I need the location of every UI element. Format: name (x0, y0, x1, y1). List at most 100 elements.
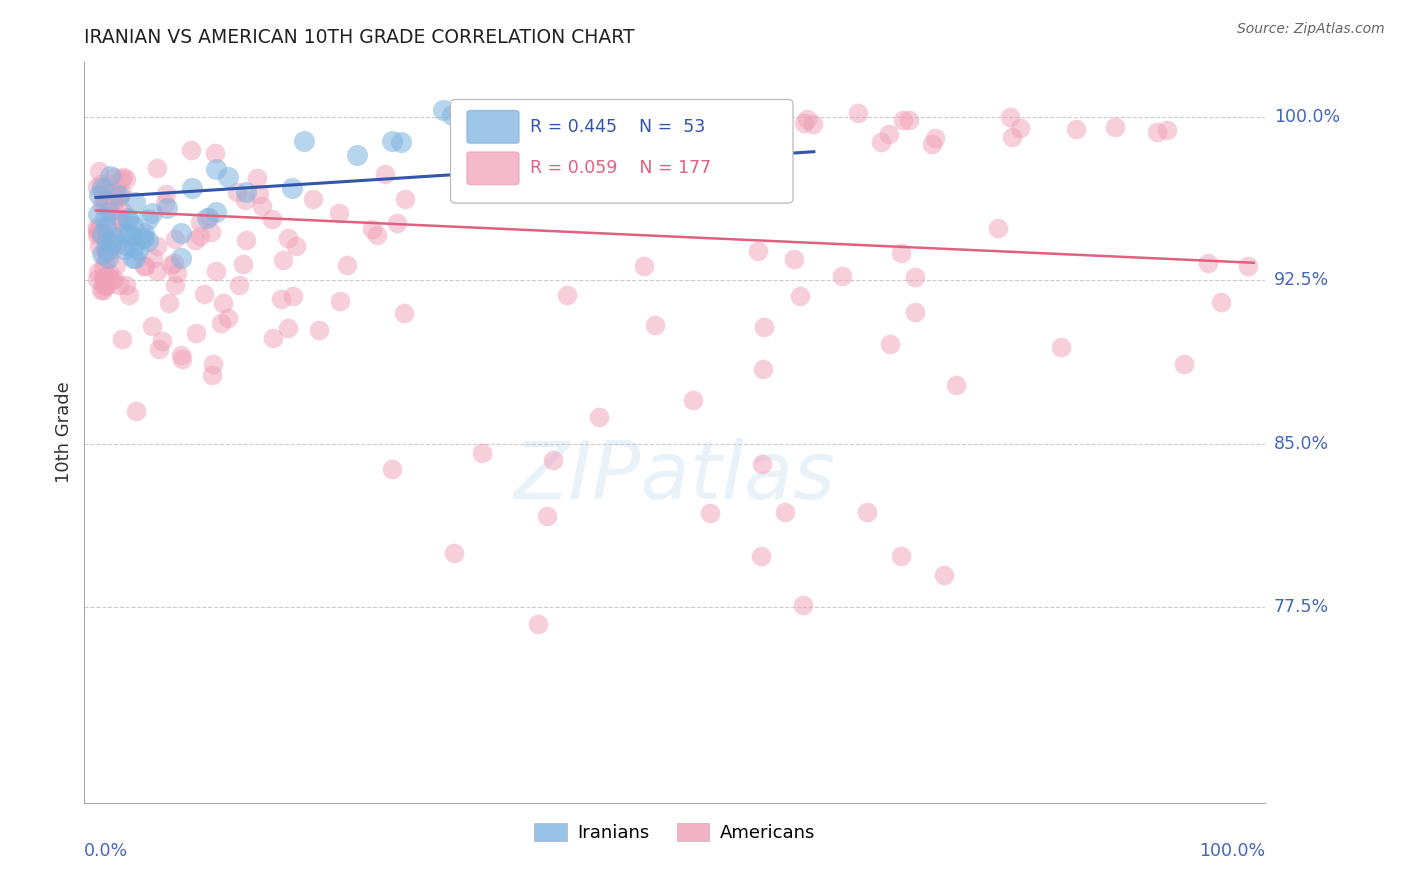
Point (127, 243, 149, 257)
Point (101, 184, 124, 198)
Point (699, 506, 721, 520)
Point (146, 264, 169, 278)
Point (170, 348, 193, 362)
Point (93, 271, 115, 285)
Point (441, 107, 464, 121)
Point (633, 259, 655, 273)
Point (188, 215, 211, 229)
Point (1050, 340, 1073, 354)
Point (890, 549, 912, 563)
Point (205, 205, 228, 219)
Point (682, 393, 704, 408)
Point (148, 342, 170, 356)
Point (103, 193, 125, 207)
Point (1198, 256, 1220, 270)
Point (209, 316, 232, 330)
Point (97, 236, 120, 251)
Point (166, 266, 188, 280)
Text: 77.5%: 77.5% (1274, 598, 1329, 615)
Point (96, 244, 118, 258)
Point (136, 211, 159, 226)
Point (1104, 120, 1126, 135)
Point (97, 204, 120, 219)
Point (98, 177, 121, 191)
Point (93, 273, 115, 287)
Text: 85.0%: 85.0% (1274, 434, 1329, 452)
Point (904, 270, 927, 285)
Point (831, 269, 853, 284)
Point (204, 264, 226, 278)
Point (302, 192, 325, 206)
Point (225, 185, 247, 199)
Point (100, 236, 122, 251)
Point (443, 546, 465, 560)
Point (165, 278, 187, 293)
Point (103, 272, 125, 286)
Point (877, 128, 900, 142)
Point (87, 188, 110, 202)
Point (163, 232, 186, 246)
Point (94, 255, 117, 269)
Point (235, 185, 257, 199)
Point (277, 321, 299, 335)
Point (555, 287, 578, 301)
Point (181, 181, 204, 195)
Point (103, 169, 125, 184)
Point (217, 169, 239, 184)
Point (146, 238, 169, 252)
Point (308, 323, 330, 337)
Point (98, 204, 121, 219)
Point (93, 195, 115, 210)
Point (389, 135, 412, 149)
Point (381, 134, 404, 148)
Point (91, 277, 114, 292)
Point (93, 211, 115, 225)
Point (87, 226, 110, 240)
Point (796, 112, 818, 126)
Point (111, 332, 134, 346)
Point (91, 198, 114, 212)
Point (153, 195, 176, 210)
Text: R = 0.445    N =  53: R = 0.445 N = 53 (530, 118, 704, 136)
Point (793, 116, 815, 130)
Point (96, 252, 118, 266)
Point (329, 294, 352, 309)
Text: IRANIAN VS AMERICAN 10TH GRADE CORRELATION CHART: IRANIAN VS AMERICAN 10TH GRADE CORRELATI… (84, 28, 636, 47)
Point (186, 326, 208, 341)
Point (250, 199, 273, 213)
Point (904, 305, 927, 319)
Point (86, 223, 108, 237)
Point (898, 113, 921, 128)
Point (122, 252, 145, 266)
Point (751, 362, 773, 376)
Point (775, 505, 797, 519)
Point (471, 446, 494, 460)
Point (134, 226, 156, 240)
Y-axis label: 10th Grade: 10th Grade (55, 382, 73, 483)
Point (91, 184, 114, 198)
Point (156, 201, 179, 215)
Point (394, 192, 416, 206)
Point (117, 211, 139, 226)
Point (107, 188, 129, 202)
Point (271, 253, 294, 268)
Point (392, 306, 415, 320)
Text: R = 0.059    N = 177: R = 0.059 N = 177 (530, 160, 711, 178)
Point (105, 189, 128, 203)
Point (98, 266, 121, 280)
Point (157, 296, 180, 310)
Point (101, 203, 124, 218)
Point (96, 234, 118, 248)
Point (107, 211, 129, 226)
Point (987, 221, 1010, 235)
Point (96, 277, 118, 292)
Point (100, 273, 122, 287)
Point (932, 568, 955, 582)
Point (134, 259, 156, 273)
Point (212, 295, 235, 310)
Point (235, 233, 257, 247)
Point (87, 239, 110, 253)
Point (870, 135, 893, 149)
Point (105, 237, 128, 252)
Point (247, 187, 270, 202)
